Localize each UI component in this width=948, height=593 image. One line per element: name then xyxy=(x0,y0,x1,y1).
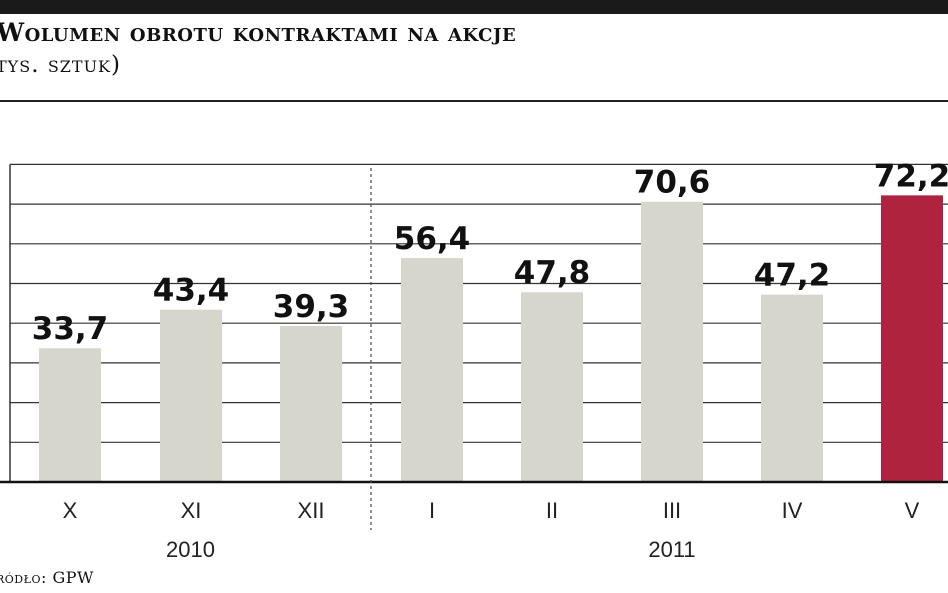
value-label-I: 56,4 xyxy=(394,221,471,257)
value-label-X: 33,7 xyxy=(32,311,109,347)
value-label-XI: 43,4 xyxy=(153,273,230,309)
bar-I xyxy=(401,258,463,482)
bars xyxy=(39,195,943,482)
bar-II xyxy=(521,292,583,482)
bar-XI xyxy=(160,309,222,482)
tick-label-III: III xyxy=(663,498,681,523)
value-label-XII: 39,3 xyxy=(273,289,350,325)
tick-label-X: X xyxy=(63,498,78,523)
bar-III xyxy=(641,201,703,482)
value-label-III: 70,6 xyxy=(634,165,711,201)
chart-title: Wolumen obrotu kontraktami na akcje xyxy=(0,18,517,47)
bar-XII xyxy=(280,325,342,482)
value-label-V: 72,2 xyxy=(874,158,948,194)
tick-label-II: II xyxy=(546,498,558,523)
tick-label-XII: XII xyxy=(298,498,325,523)
top-rule xyxy=(0,0,948,14)
source-note: ródło: GPW xyxy=(0,568,94,587)
tick-label-XI: XI xyxy=(181,498,202,523)
tick-label-I: I xyxy=(429,498,435,523)
bar-V xyxy=(881,195,943,482)
tick-label-V: V xyxy=(905,498,920,523)
bar-X xyxy=(39,348,101,482)
header-rule xyxy=(0,100,948,102)
group-label-2011: 2011 xyxy=(648,537,695,562)
bar-IV xyxy=(761,294,823,482)
chart-subtitle: tys. sztuk) xyxy=(0,52,121,78)
value-labels: 33,7 43,4 39,3 56,4 47,8 70,6 47,2 72,2 xyxy=(32,158,948,347)
group-label-2010: 2010 xyxy=(166,537,215,562)
value-label-II: 47,8 xyxy=(514,255,591,291)
tick-label-IV: IV xyxy=(782,498,803,523)
value-label-IV: 47,2 xyxy=(754,258,831,294)
